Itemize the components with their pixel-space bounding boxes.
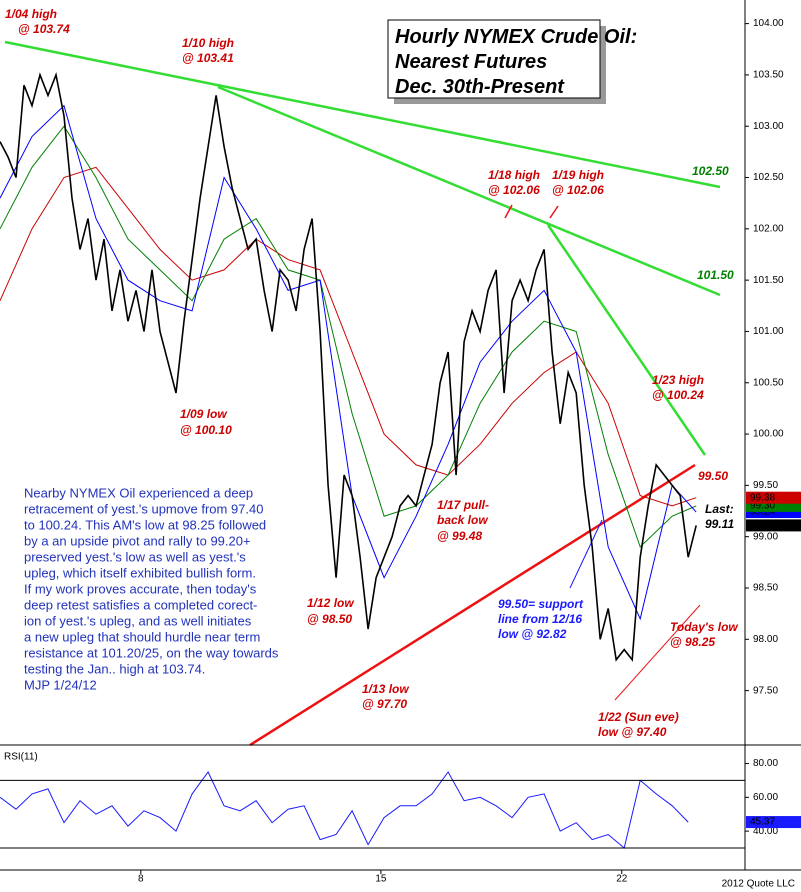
y-tick-label: 80.00 (753, 758, 778, 769)
commentary-line: a new upleg that should hurdle near term (24, 629, 260, 644)
annotation: 1/17 pull- (437, 498, 489, 512)
annotation: 101.50 (697, 268, 734, 282)
source: 2012 Quote LLC (722, 879, 795, 890)
y-tick-label: 99.50 (753, 480, 778, 491)
series-line (0, 771, 689, 849)
commentary-line: by a an upside pivot and rally to 99.20+ (24, 533, 251, 548)
pointer (504, 204, 513, 219)
annotation: low @ 97.40 (598, 725, 667, 739)
annotation: line from 12/16 (498, 612, 582, 626)
support-line (614, 604, 701, 701)
y-tick-label: 104.00 (753, 18, 784, 29)
annotation: 1/22 (Sun eve) (598, 710, 679, 724)
annotation: @ 99.48 (437, 529, 482, 543)
commentary-line: testing the Jan.. high at 103.74. (24, 661, 205, 676)
last-value-label: 99.11 (750, 520, 775, 531)
last-value-label: 45.37 (750, 817, 775, 828)
last-value-box (746, 816, 801, 829)
annotation: 102.50 (692, 164, 729, 178)
annotation: @ 98.25 (670, 635, 715, 649)
resistance-line (217, 85, 721, 297)
annotation: @ 103.41 (182, 51, 234, 65)
last-value-box (746, 491, 801, 504)
annotation: @ 98.50 (307, 612, 352, 626)
y-tick-label: 100.00 (753, 429, 784, 440)
annotation: @ 97.70 (362, 697, 407, 711)
y-tick-label: 98.00 (753, 634, 778, 645)
annotation: 1/12 low (307, 596, 354, 610)
annotation: @ 103.74 (18, 22, 70, 36)
commentary-line: deep retest satisfies a completed corect… (24, 597, 257, 612)
annotation: 1/10 high (182, 36, 234, 50)
annotation: 1/13 low (362, 682, 409, 696)
commentary-line: preserved yest.'s low as well as yest.'s (24, 549, 246, 564)
chart-title: Dec. 30th-Present (395, 76, 565, 98)
plot-layer (0, 40, 721, 849)
y-tick-label: 97.50 (753, 685, 778, 696)
chart-title: Nearest Futures (395, 51, 547, 73)
y-tick-label: 103.50 (753, 70, 784, 81)
x-tick-label: 22 (616, 874, 628, 885)
y-tick-label: 101.50 (753, 275, 784, 286)
last-value-label: 99.24 (750, 507, 775, 518)
annotation: 1/09 low (180, 407, 227, 421)
annotation: Today's low (670, 620, 738, 634)
series-line (0, 166, 697, 507)
commentary-line: resistance at 101.20/25, on the way towa… (24, 645, 279, 660)
annotation: @ 102.06 (552, 183, 604, 197)
y-tick-label: 60.00 (753, 792, 778, 803)
annotation: 99.50= support (498, 597, 584, 611)
y-tick-label: 100.50 (753, 377, 784, 388)
y-tick-label: 98.50 (753, 583, 778, 594)
commentary-line: Nearby NYMEX Oil experienced a deep (24, 485, 253, 500)
commentary-line: upleg, which itself exhibited bullish fo… (24, 565, 256, 580)
annotation: back low (437, 513, 488, 527)
y-tick-label: 40.00 (753, 826, 778, 837)
pointer (569, 519, 603, 589)
series-line (0, 125, 697, 548)
last-value-box (746, 519, 801, 532)
annotation: low @ 92.82 (498, 627, 567, 641)
annotation: 99.50 (698, 469, 728, 483)
support-line (249, 463, 696, 747)
series-line (0, 72, 697, 662)
y-tick-label: 101.00 (753, 326, 784, 337)
y-tick-label: 99.00 (753, 531, 778, 542)
commentary-line: MJP 1/24/12 (24, 677, 97, 692)
annotation: 1/18 high (488, 168, 540, 182)
last-value-box (746, 506, 801, 519)
commentary-line: to 100.24. This AM's low at 98.25 follow… (24, 517, 266, 532)
annotation: 1/19 high (552, 168, 604, 182)
resistance-line (546, 224, 707, 456)
chart-title: Hourly NYMEX Crude Oil: (395, 26, 637, 48)
indicator-label: RSI(11) (4, 752, 38, 763)
commentary-line: retracement of yest.'s upmove from 97.40 (24, 501, 263, 516)
annotation: 99.11 (705, 517, 734, 531)
resistance-line (4, 40, 721, 189)
commentary-line: ion of yest.'s upleg, and as well initia… (24, 613, 252, 628)
last-value-label: 99.30 (750, 501, 775, 512)
annotation: Last: (705, 502, 734, 516)
annotation: @ 102.06 (488, 183, 540, 197)
annotation: @ 100.10 (180, 423, 232, 437)
annotation: @ 100.24 (652, 388, 704, 402)
annotation: 1/23 high (652, 373, 704, 387)
commentary-line: If my work proves accurate, then today's (24, 581, 257, 596)
y-tick-label: 102.00 (753, 223, 784, 234)
y-tick-label: 103.00 (753, 121, 784, 132)
annotation: 1/04 high (5, 7, 57, 21)
y-tick-label: 102.50 (753, 172, 784, 183)
x-tick-label: 8 (138, 874, 144, 885)
last-value-label: 99.38 (750, 492, 775, 503)
x-tick-label: 15 (375, 874, 387, 885)
pointer (549, 205, 559, 219)
title-box (387, 19, 601, 99)
